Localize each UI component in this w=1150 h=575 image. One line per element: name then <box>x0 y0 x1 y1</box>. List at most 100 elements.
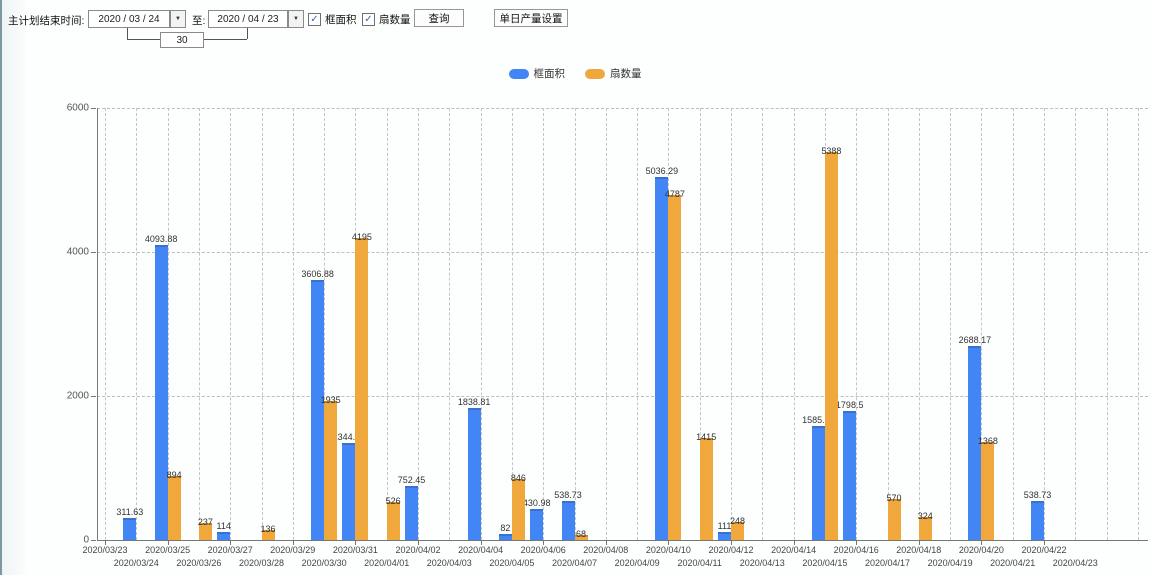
bar-value-label: 114 <box>216 520 231 531</box>
x-gridline <box>1044 108 1045 540</box>
connector-line <box>127 39 160 40</box>
x-tick-label: 2020/04/08 <box>583 545 629 555</box>
x-tick-mark <box>605 541 607 545</box>
x-tick-mark <box>543 541 545 545</box>
legend-item-1[interactable]: 扇数量 <box>585 66 642 81</box>
daily-output-settings-button[interactable]: 单日产量设置 <box>494 9 568 27</box>
x-tick-mark <box>230 541 232 545</box>
bar-value-label: 570 <box>886 492 902 503</box>
bar-value-label: 82 <box>500 523 511 534</box>
x-gridline <box>762 108 764 540</box>
end-date-input[interactable]: 2020 / 04 / 23 <box>208 10 288 28</box>
start-date-input[interactable]: 2020 / 03 / 24 <box>88 10 170 28</box>
bar-value-label: 1838.81 <box>457 396 491 407</box>
bar-扇数量 <box>386 502 400 540</box>
connector-line <box>203 39 247 40</box>
query-button[interactable]: 查询 <box>414 9 464 27</box>
bar-value-label: 311.63 <box>116 506 144 517</box>
bar-扇数量 <box>981 441 995 540</box>
to-label: 至: <box>192 15 206 27</box>
x-tick-mark <box>355 541 357 545</box>
bar-value-label: 4195 <box>351 231 372 242</box>
y-gridline <box>97 396 1148 397</box>
bar-value-label: 538.73 <box>1023 490 1052 501</box>
y-tick-label: 6000 <box>66 102 89 114</box>
bar-value-label: 430.98 <box>522 497 551 508</box>
bar-value-label: 1798.5 <box>835 399 864 410</box>
x-gridline <box>1106 108 1108 540</box>
x-tick-label: 2020/04/05 <box>489 558 535 568</box>
interval-days-value: 30 <box>176 34 188 46</box>
fan-count-checkbox-label: 扇数量 <box>379 14 411 26</box>
connector-line <box>127 28 128 39</box>
x-tick-mark <box>668 541 670 545</box>
x-gridline <box>198 108 200 540</box>
bar-框面积 <box>718 532 731 540</box>
x-gridline <box>574 108 576 540</box>
bar-value-label: 1415 <box>696 432 717 443</box>
x-tick-mark <box>981 541 983 545</box>
x-gridline <box>1012 108 1014 540</box>
x-tick-label: 2020/03/29 <box>270 545 316 555</box>
x-tick-mark <box>918 541 920 545</box>
x-gridline <box>981 108 983 540</box>
bar-扇数量 <box>511 479 525 540</box>
interval-days-input[interactable]: 30 <box>160 32 204 48</box>
x-tick-label: 2020/03/28 <box>238 558 285 568</box>
y-tick-mark <box>91 540 96 541</box>
start-date-dropdown-button[interactable]: ▼ <box>170 10 186 28</box>
connector-line <box>247 28 248 39</box>
x-tick-label: 2020/04/12 <box>708 545 754 555</box>
x-tick-label: 2020/04/14 <box>771 545 817 555</box>
x-tick-label: 2020/04/23 <box>1052 558 1098 568</box>
bar-框面积 <box>342 443 356 540</box>
x-gridline <box>793 108 795 540</box>
bar-value-label: 1344.95 <box>332 432 366 443</box>
legend-label: 框面积 <box>533 68 566 80</box>
fan-count-checkbox[interactable]: ✓ 扇数量 <box>362 12 411 27</box>
y-tick-mark <box>91 108 96 109</box>
x-gridline <box>1137 108 1139 540</box>
bar-框面积 <box>467 407 481 540</box>
x-tick-mark <box>292 541 294 545</box>
frame-area-checkbox[interactable]: ✓ 框面积 <box>308 12 357 27</box>
check-icon: ✓ <box>308 13 321 26</box>
bar-框面积 <box>655 177 669 540</box>
legend-swatch <box>585 68 605 79</box>
bar-框面积 <box>843 410 857 540</box>
x-tick-label: 2020/04/17 <box>864 558 911 568</box>
bar-value-label: 894 <box>166 469 182 480</box>
bar-扇数量 <box>668 195 682 540</box>
y-gridline <box>97 108 1148 109</box>
x-tick-label: 2020/03/25 <box>145 545 191 555</box>
x-tick-label: 2020/04/20 <box>958 545 1004 555</box>
x-tick-label: 2020/03/24 <box>113 558 159 568</box>
x-gridline <box>950 108 952 540</box>
bar-value-label: 68 <box>575 529 587 540</box>
y-tick-mark <box>91 396 96 397</box>
x-gridline <box>1075 108 1077 540</box>
x-gridline <box>856 108 858 540</box>
x-gridline <box>699 108 701 540</box>
bar-value-label: 526 <box>385 496 401 507</box>
y-tick-label: 0 <box>83 534 89 546</box>
bar-value-label: 248 <box>729 516 746 527</box>
bar-扇数量 <box>574 535 588 540</box>
x-tick-label: 2020/04/13 <box>739 558 785 568</box>
x-tick-label: 2020/04/10 <box>645 545 691 555</box>
bar-框面积 <box>811 425 825 540</box>
x-tick-mark <box>731 541 732 545</box>
bar-扇数量 <box>355 237 369 540</box>
x-tick-label: 2020/04/21 <box>990 558 1036 568</box>
chevron-down-icon: ▼ <box>175 16 181 22</box>
end-date-dropdown-button[interactable]: ▼ <box>288 10 304 28</box>
x-gridline <box>480 108 482 540</box>
x-tick-label: 2020/03/30 <box>301 558 347 568</box>
bar-value-label: 237 <box>197 516 213 527</box>
x-tick-label: 2020/04/19 <box>927 558 973 568</box>
bar-框面积 <box>123 517 137 540</box>
x-gridline <box>386 108 388 540</box>
chart-legend: 框面积 扇数量 <box>0 66 1150 81</box>
legend-item-0[interactable]: 框面积 <box>508 66 566 81</box>
window-left-edge <box>0 0 2 575</box>
